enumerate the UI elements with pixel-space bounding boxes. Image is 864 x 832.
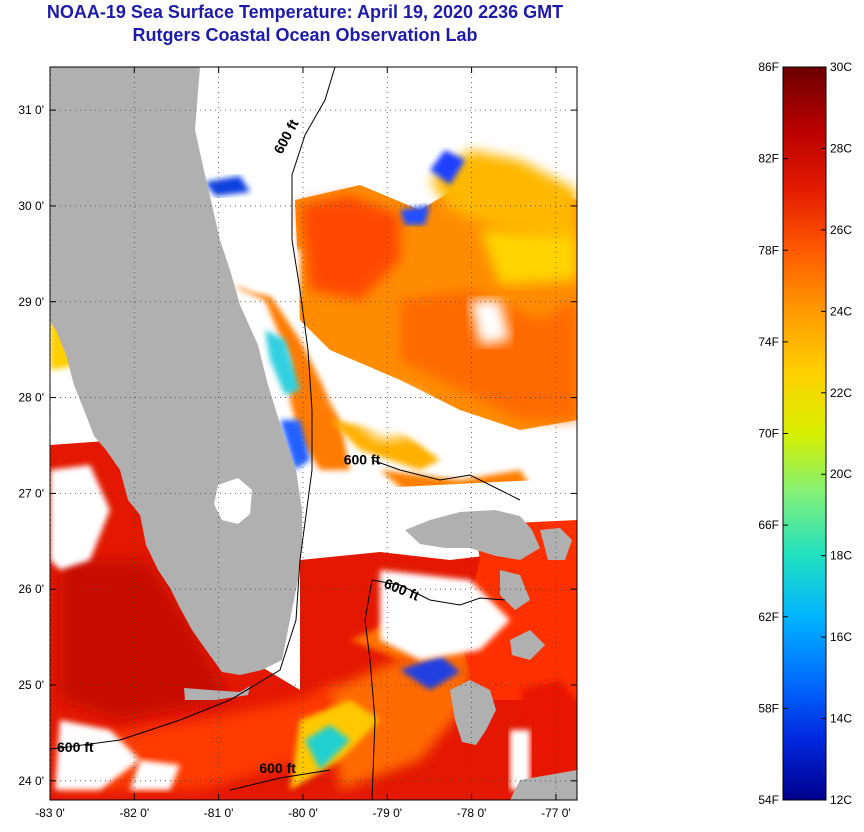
colorbar-c-label: 12C [830,793,852,807]
colorbar-gradient [782,66,827,801]
colorbar-f-label: 74F [758,335,779,349]
lon-tick-label: -82 0' [119,806,149,820]
lon-tick-label: -77 0' [541,806,571,820]
colorbar-c-label: 26C [830,223,852,237]
lat-tick-label: 30 0' [18,199,44,213]
lat-tick-label: 25 0' [18,678,44,692]
colorbar-c-label: 14C [830,712,852,726]
colorbar-f-label: 78F [758,243,779,257]
colorbar-c-label: 22C [830,386,852,400]
colorbar-f-label: 62F [758,610,779,624]
map-area[interactable] [50,67,577,800]
cuba-land [510,770,577,800]
contour-label-600ft: 600 ft [57,739,94,755]
colorbar-f-label: 54F [758,793,779,807]
map-subtitle: Rutgers Coastal Ocean Observation Lab [132,25,478,45]
colorbar-f-label: 58F [758,701,779,715]
lon-tick-label: -81 0' [204,806,234,820]
grand-bahama-land [405,510,540,560]
lon-tick-label: -83 0' [35,806,65,820]
abaco-land [540,528,572,560]
landmasses [50,67,577,800]
lat-tick-label: 28 0' [18,391,44,405]
longitude-ticks: -83 0' -82 0' -81 0' -80 0' -79 0' -78 0' -77 … [35,67,571,820]
lat-tick-label: 31 0' [18,103,44,117]
andros-land [450,680,496,745]
hook-island [500,570,530,610]
colorbar-celsius-labels: 30C 28C 26C 24C 22C 20C 18C 16C 14C 12C [821,60,852,807]
colorbar-c-label: 18C [830,549,852,563]
nassau-area-land [510,630,545,660]
bathymetry-contour-600ft [50,67,521,800]
colorbar-f-label: 82F [758,152,779,166]
sst-atlantic-water [205,150,577,430]
colorbar-c-label: 20C [830,467,852,481]
lon-tick-label: -79 0' [372,806,402,820]
colorbar-f-label: 86F [758,60,779,74]
contour-label-600ft: 600 ft [259,760,296,776]
colorbar: 86F 82F 78F 74F 70F 66F 62F 58F 54F 30C 28C 26C 24C… [758,60,852,807]
colorbar-c-label: 30C [830,60,852,74]
colorbar-f-label: 66F [758,518,779,532]
contour-label-600ft: 600 ft [344,452,381,468]
lon-tick-label: -78 0' [457,806,487,820]
colorbar-c-label: 16C [830,630,852,644]
map-title: NOAA-19 Sea Surface Temperature: April 1… [46,2,564,22]
colorbar-f-label: 70F [758,427,779,441]
lat-tick-label: 26 0' [18,582,44,596]
lat-tick-label: 27 0' [18,486,44,500]
colorbar-c-label: 28C [830,141,852,155]
lon-tick-label: -80 0' [288,806,318,820]
cloud-cover [50,240,577,790]
latitude-ticks: 31 0' 30 0' 29 0' 28 0' 27 0' 26 0' 25 0' 24 0' [18,103,577,788]
florida-keys-land [184,686,250,700]
lat-tick-label: 24 0' [18,774,44,788]
lake-okeechobee [214,478,252,524]
colorbar-c-label: 24C [830,304,852,318]
map-frame [49,66,578,801]
colorbar-fahrenheit-labels: 86F 82F 78F 74F 70F 66F 62F 58F 54F [758,60,788,807]
graticule [49,67,577,800]
lat-tick-label: 29 0' [18,295,44,309]
